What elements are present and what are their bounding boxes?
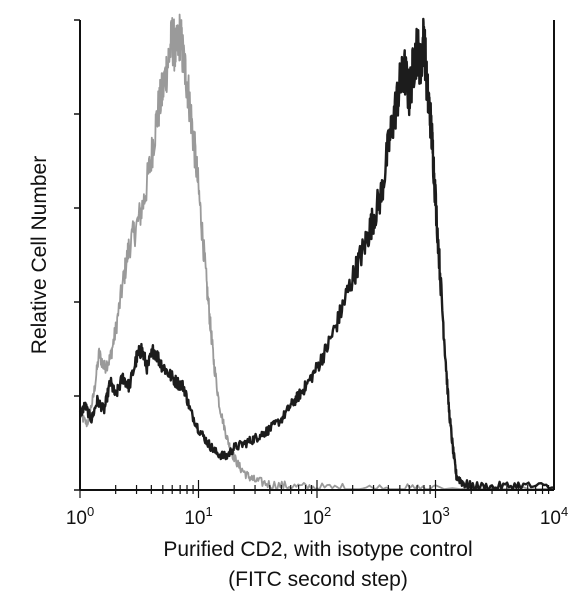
series-line-1 bbox=[79, 13, 555, 491]
x-tick-label: 104 bbox=[540, 504, 568, 529]
x-axis-title-line2: (FITC second step) bbox=[228, 568, 408, 591]
x-axis-title: Purified CD2, with isotype control bbox=[163, 538, 472, 561]
x-tick-label: 100 bbox=[66, 504, 94, 529]
y-axis-title: Relative Cell Number bbox=[28, 156, 51, 354]
x-tick-labels: 100 101 102 103 104 bbox=[66, 504, 568, 529]
axis-ticks bbox=[74, 19, 555, 498]
x-tick-label: 101 bbox=[184, 504, 212, 529]
x-tick-label: 103 bbox=[421, 504, 449, 529]
series-line-2 bbox=[78, 17, 554, 491]
series-lines bbox=[78, 13, 555, 491]
x-tick-label: 102 bbox=[303, 504, 331, 529]
plot-frame bbox=[79, 20, 555, 491]
